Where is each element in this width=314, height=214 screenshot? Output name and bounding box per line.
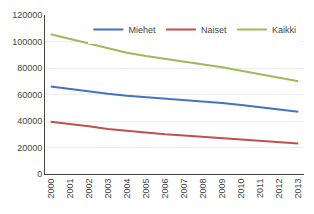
svg-text:2008: 2008	[198, 179, 208, 199]
svg-text:2006: 2006	[160, 179, 170, 199]
svg-text:2000: 2000	[46, 179, 56, 199]
svg-text:2002: 2002	[84, 179, 94, 199]
svg-text:100000: 100000	[12, 37, 42, 47]
svg-text:20000: 20000	[17, 143, 42, 153]
svg-text:80000: 80000	[17, 63, 42, 73]
svg-text:2007: 2007	[179, 179, 189, 199]
svg-text:60000: 60000	[17, 90, 42, 100]
svg-text:40000: 40000	[17, 116, 42, 126]
svg-text:2005: 2005	[141, 179, 151, 199]
svg-text:2001: 2001	[65, 179, 75, 199]
svg-text:Naiset: Naiset	[201, 25, 227, 35]
svg-text:2003: 2003	[103, 179, 113, 199]
svg-text:2009: 2009	[217, 179, 227, 199]
svg-text:0: 0	[37, 169, 42, 179]
svg-text:2010: 2010	[236, 179, 246, 199]
svg-text:2012: 2012	[274, 179, 284, 199]
svg-text:2011: 2011	[255, 179, 265, 198]
svg-text:Kaikki: Kaikki	[272, 25, 296, 35]
svg-text:2004: 2004	[122, 179, 132, 199]
svg-text:2013: 2013	[293, 179, 303, 199]
svg-text:120000: 120000	[12, 10, 42, 20]
svg-text:Miehet: Miehet	[128, 25, 156, 35]
